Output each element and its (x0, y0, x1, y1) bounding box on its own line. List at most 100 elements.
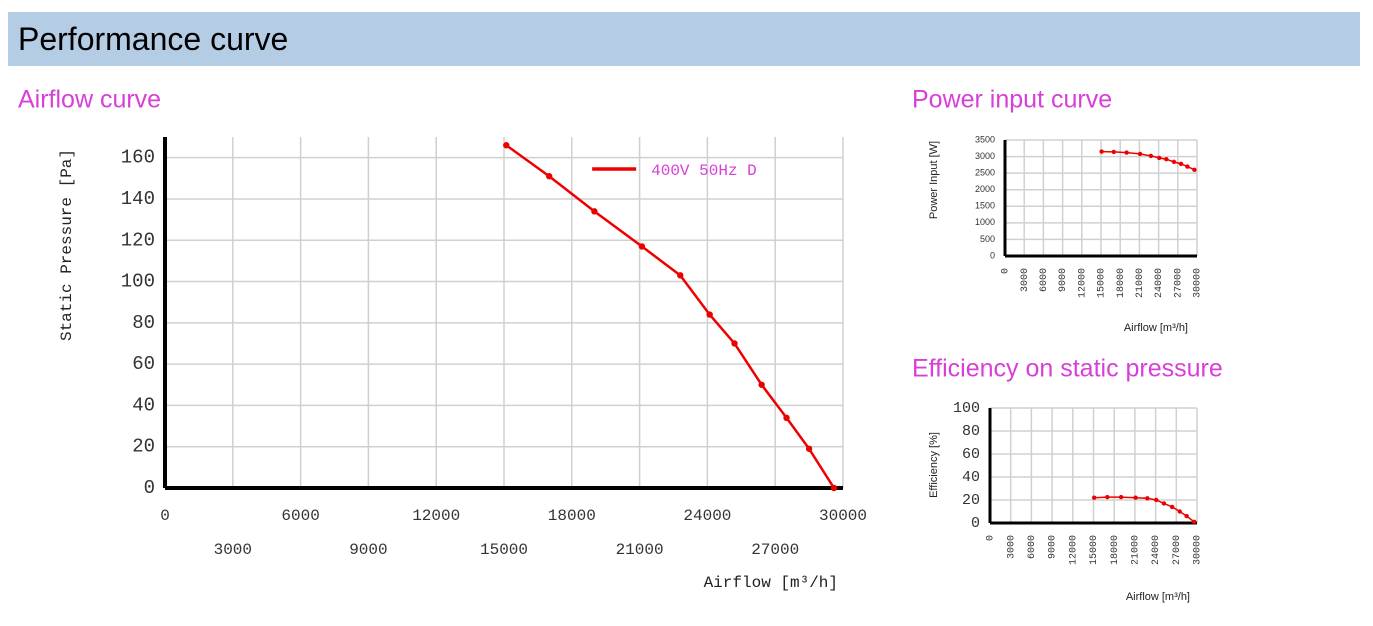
data-point (1148, 153, 1154, 159)
y-axis-label: Static Pressure [Pa] (58, 149, 76, 341)
x-tick-label: 12000 (412, 507, 460, 525)
data-point (1192, 167, 1197, 173)
y-tick-label: 60 (132, 353, 155, 375)
y-tick-label: 3500 (975, 134, 995, 144)
x-tick-label: 18000 (1110, 535, 1121, 565)
y-tick-label: 40 (962, 469, 980, 486)
data-point (805, 445, 813, 452)
data-point (1178, 161, 1184, 167)
data-point (706, 311, 713, 318)
data-point (1124, 150, 1129, 155)
x-tick-label: 0 (1001, 268, 1012, 274)
y-tick-label: 80 (132, 312, 155, 334)
legend-label: 400V 50Hz D (651, 162, 757, 180)
chart-title: Efficiency on static pressure (912, 355, 1223, 383)
data-point (830, 484, 838, 492)
x-tick-label: 9000 (1058, 268, 1069, 292)
y-tick-label: 0 (971, 515, 980, 532)
y-tick-label: 1000 (975, 217, 995, 227)
data-point (1091, 495, 1097, 500)
data-point (1133, 495, 1138, 500)
data-point (1192, 519, 1197, 525)
y-axis-label: Efficiency [%] (928, 432, 940, 498)
x-tick-label: 27000 (751, 541, 799, 559)
data-point (1105, 494, 1110, 500)
data-point (677, 272, 684, 279)
x-tick-label: 12000 (1077, 268, 1088, 298)
x-tick-label: 0 (986, 535, 997, 541)
y-tick-label: 1500 (975, 201, 995, 211)
x-tick-label: 24000 (1154, 268, 1165, 298)
x-tick-label: 0 (160, 507, 170, 525)
data-point (1169, 504, 1175, 510)
x-tick-label: 15000 (1097, 268, 1108, 298)
y-tick-label: 3000 (975, 151, 995, 161)
data-point (783, 414, 790, 421)
series-line (1101, 150, 1195, 171)
x-tick-label: 6000 (1027, 535, 1038, 559)
y-tick-label: 2500 (975, 168, 995, 178)
y-tick-label: 0 (990, 250, 995, 260)
data-point (1099, 149, 1104, 154)
y-tick-label: 2000 (975, 184, 995, 194)
y-tick-label: 160 (121, 147, 155, 169)
x-tick-label: 21000 (616, 541, 664, 559)
data-point (591, 208, 598, 215)
x-tick-label: 12000 (1068, 535, 1079, 565)
y-tick-label: 120 (121, 229, 155, 251)
header-band: Performance curve (8, 12, 1360, 66)
y-tick-label: 40 (132, 394, 155, 416)
x-tick-label: 27000 (1173, 268, 1184, 298)
y-tick-label: 500 (980, 234, 995, 244)
y-tick-label: 100 (953, 400, 980, 417)
x-tick-label: 27000 (1172, 535, 1183, 565)
y-axis-label: Power Input [W] (928, 141, 940, 219)
data-point (1154, 497, 1159, 503)
x-axis-label: Airflow [m³/h] (704, 574, 838, 592)
y-tick-label: 80 (962, 423, 980, 440)
y-tick-label: 0 (144, 477, 155, 499)
y-tick-label: 140 (121, 188, 155, 210)
y-tick-label: 100 (121, 271, 155, 293)
data-point (1137, 151, 1143, 157)
data-point (1164, 157, 1169, 162)
data-point (731, 340, 738, 347)
page-title: Performance curve (18, 21, 289, 57)
y-tick-label: 20 (132, 436, 155, 458)
data-point (1177, 509, 1182, 514)
data-point (546, 173, 553, 180)
x-tick-label: 6000 (281, 507, 319, 525)
data-point (503, 142, 510, 149)
x-tick-label: 24000 (683, 507, 731, 525)
chart-title: Power input curve (912, 86, 1112, 114)
x-tick-label: 9000 (1048, 535, 1059, 559)
data-point (1184, 513, 1189, 519)
data-point (758, 381, 765, 388)
x-tick-label: 18000 (1116, 268, 1127, 298)
x-tick-label: 6000 (1039, 268, 1050, 292)
x-tick-label: 30000 (819, 507, 867, 525)
data-point (1171, 159, 1177, 165)
x-axis-label: Airflow [m³/h] (1126, 591, 1190, 603)
x-tick-label: 3000 (214, 541, 252, 559)
data-point (1145, 496, 1150, 501)
data-point (1185, 164, 1190, 169)
x-tick-label: 30000 (1193, 268, 1204, 298)
data-point (1118, 494, 1124, 500)
x-tick-label: 18000 (548, 507, 596, 525)
y-tick-label: 60 (962, 446, 980, 463)
data-point (1111, 149, 1117, 155)
data-point (1161, 501, 1167, 506)
y-tick-label: 20 (962, 492, 980, 509)
x-tick-label: 9000 (349, 541, 387, 559)
x-tick-label: 15000 (480, 541, 528, 559)
data-point (638, 243, 646, 250)
x-tick-label: 24000 (1151, 535, 1162, 565)
x-tick-label: 21000 (1135, 268, 1146, 298)
data-point (1157, 155, 1162, 161)
x-tick-label: 21000 (1131, 535, 1142, 565)
x-tick-label: 15000 (1089, 535, 1100, 565)
chart-title: Airflow curve (18, 86, 161, 114)
